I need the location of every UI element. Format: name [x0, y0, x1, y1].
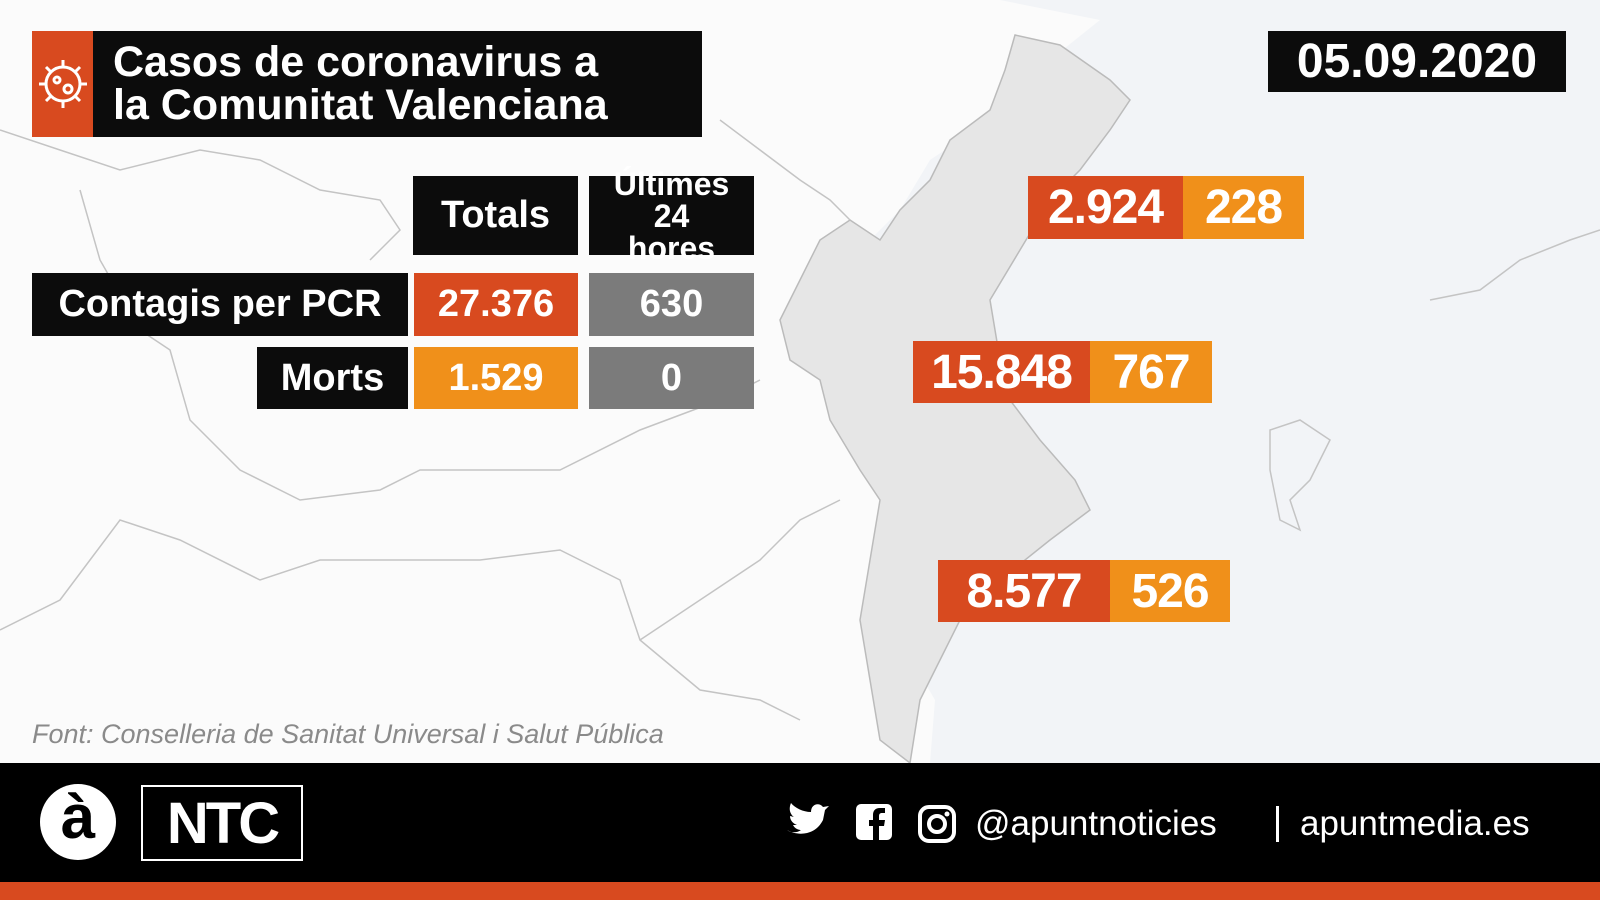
total-cell: 27.376 [414, 273, 578, 336]
daily-cell: 0 [589, 347, 754, 409]
title-line: la Comunitat Valenciana [113, 81, 608, 129]
site: apuntmedia.es [1300, 804, 1530, 843]
separator [1276, 806, 1279, 842]
title-line: Casos de coronavirus a [113, 38, 599, 86]
logo: à [40, 783, 116, 860]
title-box: Casos de coronavirus a la Comunitat Vale… [93, 31, 702, 137]
table-header: Totals [413, 176, 578, 255]
virus-icon [39, 60, 87, 108]
row-label: Morts [257, 347, 408, 409]
brand: NTC [141, 785, 303, 861]
social-icons [787, 803, 892, 840]
virus-icon-box [32, 31, 94, 137]
province-total: 2.924 [1028, 176, 1183, 239]
instagram-icon [918, 805, 956, 843]
date-box: 05.09.2020 [1268, 31, 1566, 92]
daily-cell: 630 [589, 273, 754, 336]
source-note: Font: Conselleria de Sanitat Universal i… [32, 718, 664, 749]
province-daily: 767 [1090, 341, 1212, 403]
table-header: Últimes 24 hores [589, 168, 754, 264]
handle: @apuntnoticies [975, 804, 1217, 843]
footer-strip [0, 882, 1600, 900]
row-label: Contagis per PCR [32, 273, 408, 336]
total-cell: 1.529 [414, 347, 578, 409]
province-daily: 526 [1110, 560, 1230, 622]
province-total: 15.848 [913, 341, 1090, 403]
province-daily: 228 [1183, 176, 1304, 239]
province-total: 8.577 [938, 560, 1110, 622]
